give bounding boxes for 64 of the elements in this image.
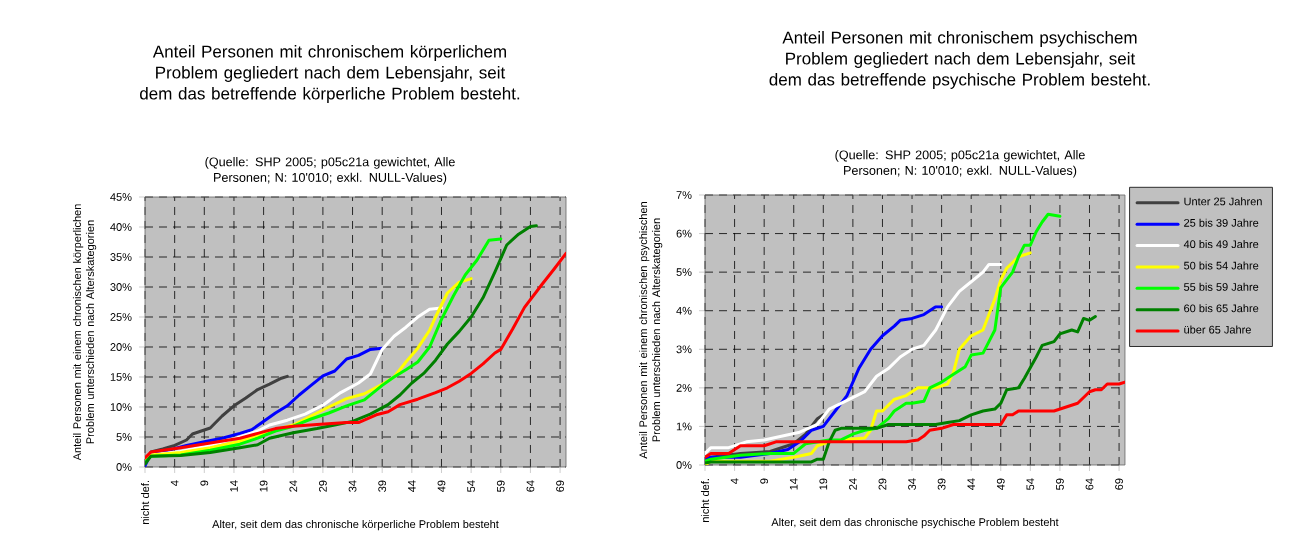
y-tick-label: 20%: [110, 343, 132, 351]
x-axis-title: Alter, seit dem das chronische psychische Problem besteht: [771, 517, 1059, 529]
x-tick-label: nicht def.: [700, 479, 710, 522]
x-tick-label: 59: [496, 480, 505, 492]
x-tick-label: 4: [170, 480, 179, 486]
chart-title: Anteil Personen mit chronischem psychischem Problem gegliedert nach dem Lebensjahr, seit dem das betreffende psychische Problem besteht.: [769, 31, 1150, 89]
x-tick-label: 9: [760, 478, 769, 484]
y-tick-label: 15%: [110, 373, 132, 381]
x-tick-label: 44: [408, 480, 416, 493]
y-tick-label: 35%: [110, 253, 132, 261]
x-tick-label: 29: [878, 478, 887, 490]
x-tick-label: 59: [1056, 478, 1064, 490]
legend-label: 25 bis 39 Jahre: [1184, 218, 1259, 227]
y-tick-label: 40%: [110, 223, 132, 231]
x-tick-label: 54: [1026, 478, 1035, 490]
x-tick-label: 24: [849, 478, 857, 490]
legend-label: Unter 25 Jahren: [1184, 197, 1262, 206]
y-tick-label: 0%: [116, 463, 132, 471]
y-tick-label: 5%: [676, 268, 692, 276]
y-axis-title: Anteil Personen mit einem chronischen körperlichen Problem unterschieden nach Alterskategorien: [72, 204, 97, 461]
x-tick-label: 49: [437, 480, 446, 493]
y-axis-title: Anteil Personen mit einem chronischen psychischen Problem unterschieden nach Alterskategorien: [639, 202, 663, 459]
y-tick-label: 6%: [676, 229, 692, 238]
y-tick-label: 0%: [676, 461, 692, 469]
x-tick-label: 29: [319, 480, 327, 492]
x-tick-label: 39: [378, 480, 387, 492]
chart-title: Anteil Personen mit chronischem körperlichem Problem gegliedert nach dem Lebensjahr, seit dem das betreffende körperliche Problem besteht.: [140, 45, 520, 103]
x-tick-label: 24: [289, 480, 298, 492]
line-series: [145, 251, 567, 460]
legend-label: 50 bis 54 Jahre: [1183, 261, 1259, 270]
x-tick-label: 69: [556, 480, 564, 492]
y-tick-label: 45%: [110, 193, 132, 201]
y-tick-label: 10%: [110, 403, 132, 411]
x-tick-label: 49: [996, 478, 1005, 491]
y-tick-label: 25%: [110, 313, 132, 321]
x-tick-label: nicht def.: [140, 481, 150, 524]
x-tick-label: 9: [200, 480, 209, 486]
x-tick-label: 4: [730, 478, 739, 484]
legend-label: 40 bis 49 Jahre: [1183, 240, 1259, 249]
y-tick-label: 3%: [676, 345, 692, 354]
chart-subtitle: (Quelle: SHP 2005; p05c21a gewichtet, Alle Personen; N: 10'010; exkl. NULL-Values): [835, 150, 1085, 178]
x-tick-label: 64: [526, 480, 535, 492]
y-tick-label: 4%: [676, 306, 692, 315]
legend-label: 60 bis 65 Jahre: [1184, 304, 1259, 313]
x-tick-label: 19: [819, 478, 828, 490]
x-tick-label: 39: [937, 478, 946, 490]
x-tick-label: 64: [1085, 478, 1094, 490]
y-tick-label: 30%: [110, 283, 132, 291]
x-tick-label: 14: [789, 478, 798, 490]
x-tick-label: 44: [967, 478, 975, 491]
x-tick-label: 19: [259, 480, 268, 492]
x-tick-label: 34: [348, 480, 357, 492]
legend-label: über 65 Jahre: [1184, 325, 1251, 334]
y-tick-label: 1%: [676, 422, 692, 431]
y-tick-label: 5%: [116, 433, 132, 441]
x-tick-label: 54: [467, 480, 475, 492]
chart-subtitle: (Quelle: SHP 2005; p05c21a gewichtet, Alle Personen; N: 10'010; exkl. NULL-Values): [205, 157, 455, 185]
y-tick-label: 7%: [676, 191, 692, 199]
x-tick-label: 14: [230, 480, 238, 492]
y-tick-label: 2%: [676, 383, 692, 392]
x-axis-title: Alter, seit dem das chronische körperliche Problem besteht: [212, 519, 499, 531]
x-tick-label: 69: [1115, 478, 1123, 490]
legend-label: 55 bis 59 Jahre: [1183, 282, 1259, 291]
x-tick-label: 34: [908, 478, 916, 490]
